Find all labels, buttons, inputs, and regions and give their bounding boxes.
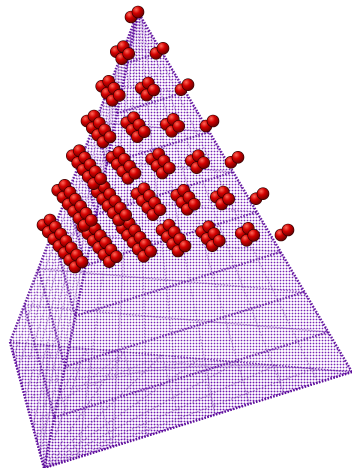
- lattice-strut: [38, 267, 305, 293]
- lattice-brace: [137, 11, 250, 405]
- base-lattice-face: [10, 342, 352, 468]
- lattice-brace: [199, 358, 216, 415]
- red-sphere: [103, 130, 117, 144]
- red-sphere: [172, 120, 185, 133]
- lattice-brace: [111, 11, 139, 447]
- red-sphere: [281, 223, 295, 237]
- lattice-edge: [8, 341, 46, 468]
- red-sphere: [188, 198, 201, 211]
- lattice-strut: [37, 268, 66, 367]
- red-sphere: [131, 5, 145, 19]
- red-sphere: [181, 78, 195, 91]
- sphere-cluster: [36, 5, 295, 274]
- lattice-brace: [313, 368, 319, 383]
- red-sphere: [110, 250, 123, 264]
- red-sphere: [94, 172, 107, 185]
- red-sphere: [156, 41, 170, 55]
- lattice-brace: [17, 364, 277, 371]
- lattice-brace: [161, 355, 182, 426]
- lattice-brace: [85, 348, 113, 447]
- lattice-brace: [137, 11, 285, 394]
- lattice-brace: [13, 11, 139, 357]
- red-sphere: [144, 245, 157, 258]
- lattice-brace: [123, 351, 148, 437]
- lattice-brace: [137, 11, 216, 415]
- lattice-brace: [43, 364, 277, 468]
- red-sphere: [138, 125, 151, 138]
- lattice-brace: [137, 11, 319, 383]
- lattice-edge: [136, 11, 352, 373]
- red-sphere: [178, 239, 192, 253]
- red-sphere: [122, 47, 135, 61]
- lattice-brace: [275, 365, 285, 394]
- lattice-brace: [36, 348, 87, 441]
- lattice-brace: [39, 345, 49, 455]
- red-sphere: [247, 229, 260, 242]
- red-sphere: [119, 208, 132, 222]
- red-sphere: [256, 187, 270, 200]
- lattice-brace: [43, 361, 239, 468]
- lattice-brace: [47, 345, 79, 458]
- red-sphere: [85, 214, 98, 227]
- lattice-brace: [43, 345, 49, 468]
- red-sphere: [128, 167, 142, 180]
- lattice-strut: [23, 305, 56, 418]
- red-sphere: [113, 89, 126, 102]
- lattice-strut: [108, 85, 119, 114]
- red-sphere: [147, 83, 160, 97]
- red-sphere: [231, 151, 245, 164]
- lattice-edge: [8, 11, 140, 343]
- lattice-brace: [237, 361, 250, 405]
- lattice-brace: [43, 351, 125, 468]
- lattice-brace: [43, 348, 87, 468]
- lattice-brace: [21, 361, 239, 385]
- lattice-brace: [20, 11, 139, 385]
- lattice-edge: [42, 11, 140, 468]
- lattice-brace: [43, 354, 163, 468]
- lattice-edge: [9, 341, 352, 373]
- red-sphere: [153, 203, 167, 216]
- red-sphere: [222, 192, 235, 206]
- lattice-brace: [13, 355, 315, 370]
- red-sphere: [213, 234, 226, 247]
- red-sphere: [163, 161, 176, 175]
- lattice-strut: [51, 231, 77, 317]
- lattice-brace: [28, 354, 163, 413]
- red-sphere: [75, 255, 89, 269]
- red-sphere: [197, 156, 210, 169]
- red-sphere: [206, 114, 220, 128]
